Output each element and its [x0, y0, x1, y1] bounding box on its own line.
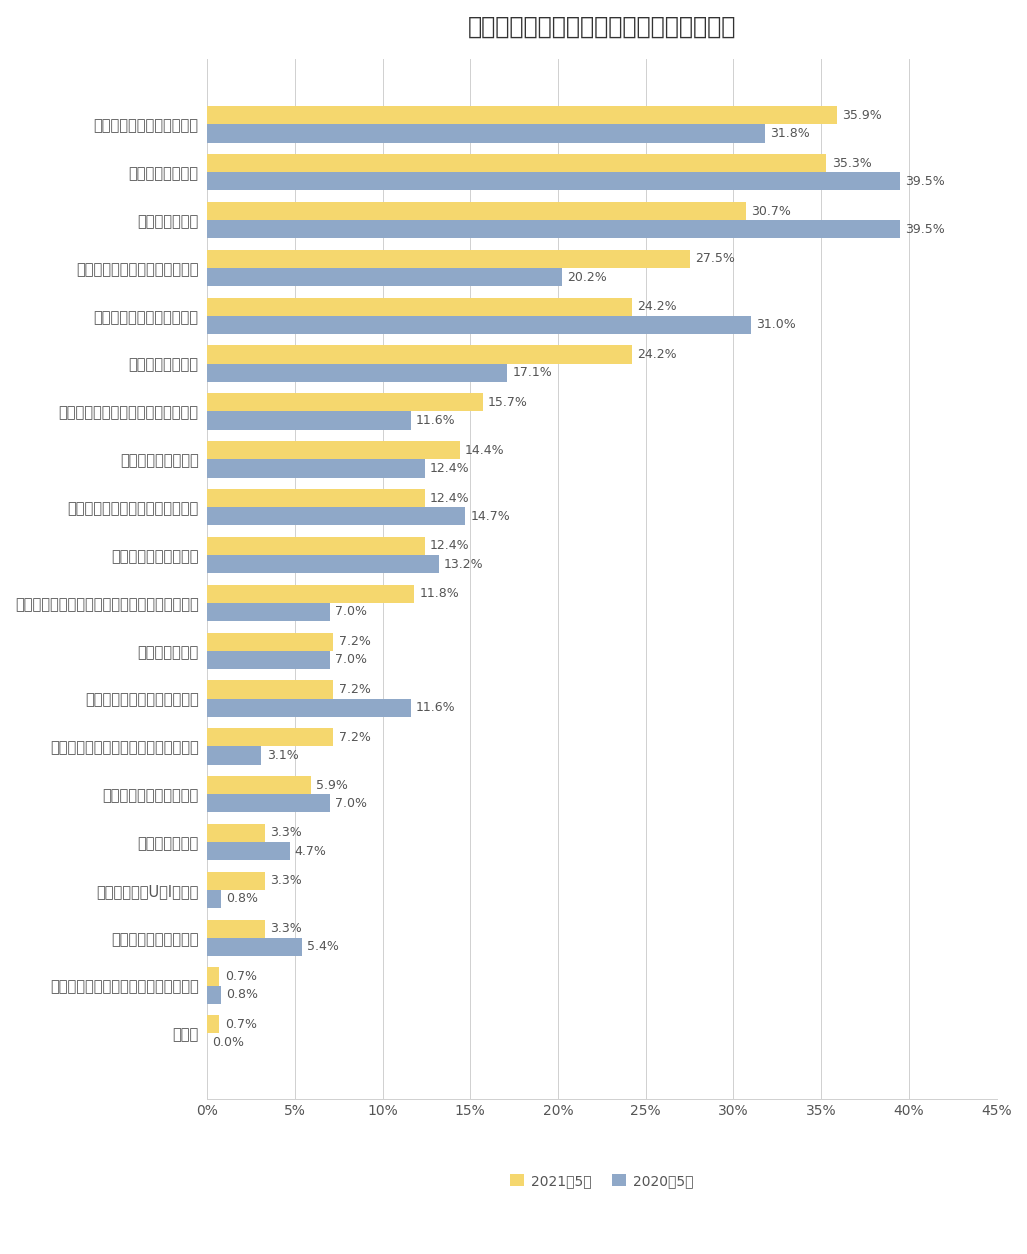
Bar: [207, 776, 310, 794]
Text: 13.2%: 13.2%: [444, 558, 484, 571]
Bar: [207, 632, 334, 651]
Text: 15.7%: 15.7%: [488, 396, 528, 409]
Bar: [207, 986, 221, 1003]
Bar: [207, 729, 334, 746]
Text: 12.4%: 12.4%: [430, 492, 469, 504]
Bar: [207, 584, 414, 603]
Text: 4.7%: 4.7%: [295, 845, 327, 858]
Bar: [207, 651, 330, 668]
Text: 12.4%: 12.4%: [430, 461, 469, 475]
Bar: [207, 556, 439, 573]
Bar: [207, 268, 562, 286]
Text: 14.7%: 14.7%: [470, 510, 510, 523]
Text: 31.0%: 31.0%: [756, 319, 796, 331]
Text: 0.0%: 0.0%: [213, 1036, 244, 1050]
Text: 27.5%: 27.5%: [695, 252, 734, 266]
Bar: [207, 489, 424, 507]
Bar: [207, 316, 751, 334]
Bar: [207, 824, 265, 841]
Text: 7.0%: 7.0%: [335, 796, 368, 810]
Bar: [207, 297, 632, 316]
Bar: [207, 698, 411, 717]
Bar: [207, 107, 837, 124]
Text: 30.7%: 30.7%: [751, 204, 791, 217]
Text: 20.2%: 20.2%: [567, 271, 607, 283]
Text: 0.7%: 0.7%: [225, 1018, 257, 1031]
Text: 35.3%: 35.3%: [832, 157, 872, 169]
Text: 35.9%: 35.9%: [842, 109, 882, 122]
Text: 24.2%: 24.2%: [637, 300, 677, 314]
Bar: [207, 919, 265, 938]
Text: 0.7%: 0.7%: [225, 971, 257, 983]
Text: 12.4%: 12.4%: [430, 539, 469, 553]
Text: 0.8%: 0.8%: [226, 988, 259, 1001]
Bar: [207, 890, 221, 908]
Bar: [207, 221, 901, 238]
Text: 7.0%: 7.0%: [335, 653, 368, 666]
Text: 11.6%: 11.6%: [416, 414, 456, 428]
Bar: [207, 841, 290, 860]
Legend: 2021年5月, 2020年5月: 2021年5月, 2020年5月: [504, 1169, 699, 1194]
Text: 11.6%: 11.6%: [416, 701, 456, 714]
Bar: [207, 967, 220, 986]
Text: 39.5%: 39.5%: [906, 174, 945, 188]
Text: 11.8%: 11.8%: [419, 587, 459, 601]
Bar: [207, 250, 689, 268]
Text: 5.9%: 5.9%: [316, 779, 348, 791]
Bar: [207, 1016, 220, 1033]
Bar: [207, 364, 507, 381]
Bar: [207, 794, 330, 813]
Text: 17.1%: 17.1%: [512, 366, 553, 379]
Text: 3.3%: 3.3%: [270, 826, 302, 839]
Bar: [207, 124, 765, 143]
Bar: [207, 681, 334, 698]
Bar: [207, 459, 424, 478]
Bar: [207, 345, 632, 364]
Bar: [207, 537, 424, 556]
Title: 新しい職場に求めること（３つまで選択）: 新しい職場に求めること（３つまで選択）: [467, 15, 736, 39]
Text: 0.8%: 0.8%: [226, 893, 259, 905]
Text: 3.1%: 3.1%: [267, 749, 299, 762]
Text: 7.2%: 7.2%: [339, 683, 371, 696]
Bar: [207, 507, 465, 525]
Text: 7.0%: 7.0%: [335, 606, 368, 618]
Text: 7.2%: 7.2%: [339, 731, 371, 744]
Bar: [207, 603, 330, 621]
Bar: [207, 872, 265, 890]
Bar: [207, 154, 827, 172]
Text: 5.4%: 5.4%: [307, 940, 339, 953]
Bar: [207, 411, 411, 430]
Bar: [207, 172, 901, 191]
Bar: [207, 202, 746, 221]
Bar: [207, 746, 262, 765]
Bar: [207, 394, 483, 411]
Text: 3.3%: 3.3%: [270, 922, 302, 935]
Bar: [207, 938, 302, 956]
Text: 39.5%: 39.5%: [906, 223, 945, 236]
Text: 24.2%: 24.2%: [637, 349, 677, 361]
Text: 7.2%: 7.2%: [339, 635, 371, 648]
Text: 31.8%: 31.8%: [770, 127, 810, 140]
Bar: [207, 441, 460, 459]
Text: 14.4%: 14.4%: [465, 444, 504, 456]
Text: 3.3%: 3.3%: [270, 874, 302, 888]
